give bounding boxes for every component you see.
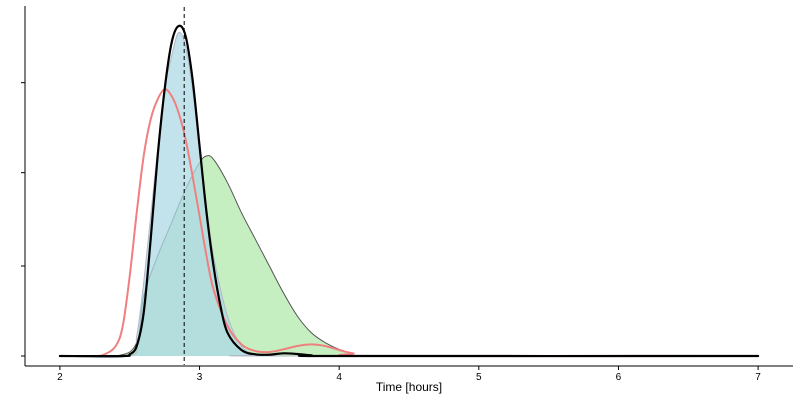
- density-curve-4: [58, 24, 760, 358]
- x-axis-title: Time [hours]: [376, 380, 442, 394]
- x-tick-label-4: 6: [616, 372, 622, 383]
- density-area-1: [59, 155, 759, 357]
- x-tick-label-2: 4: [336, 372, 342, 383]
- x-tick-label-1: 3: [197, 372, 203, 383]
- x-tick-label-5: 7: [755, 372, 761, 383]
- density-area-2: [59, 32, 759, 358]
- x-tick-label-3: 5: [476, 372, 482, 383]
- x-tick-label-0: 2: [57, 372, 63, 383]
- density-curve-3: [58, 88, 760, 358]
